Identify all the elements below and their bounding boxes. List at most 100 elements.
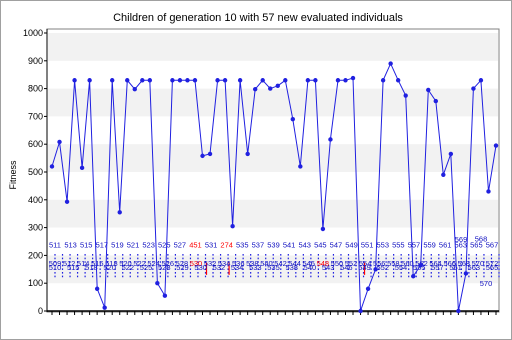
individual-label: 540 (260, 259, 273, 268)
individual-label: 565 (486, 263, 499, 272)
individual-label: 557 (408, 241, 421, 250)
individual-label: 554 (395, 263, 408, 272)
data-point (358, 308, 363, 314)
data-point (388, 61, 393, 66)
data-point (192, 78, 198, 83)
individual-label: 523 (142, 241, 155, 250)
individual-label: 517 (96, 241, 109, 250)
individual-label: 548 (317, 259, 330, 268)
y-tick-label: 700 (28, 111, 43, 121)
individual-label: 510 (49, 263, 62, 272)
individual-label: 513 (64, 241, 77, 250)
data-point (471, 86, 476, 91)
individual-label: 560 (401, 259, 414, 268)
individual-label: 559 (423, 241, 436, 250)
y-tick-label: 500 (28, 167, 43, 177)
individual-label: 568 (475, 235, 488, 244)
data-point (426, 87, 431, 93)
individual-label: 516 (91, 259, 104, 268)
individual-label: 558 (387, 259, 400, 268)
individual-label: 515 (67, 263, 80, 272)
data-point (252, 86, 258, 92)
data-point (132, 86, 137, 92)
grid-band (48, 88, 498, 117)
individual-label: 532 (213, 263, 226, 272)
data-point (185, 78, 190, 83)
individual-label: 534 (218, 259, 231, 268)
data-point (448, 151, 454, 157)
individual-label: 546 (302, 259, 315, 268)
data-point (155, 281, 160, 286)
individual-label: 564 (429, 259, 442, 268)
individual-label: 532 (204, 259, 217, 268)
data-point (411, 274, 416, 279)
individual-label: 561 (439, 241, 452, 250)
individual-label: 570 (480, 279, 493, 288)
data-point (260, 78, 265, 83)
data-point (350, 75, 356, 81)
individual-label: 540 (304, 263, 317, 272)
data-point (87, 78, 92, 83)
data-point (441, 172, 446, 177)
data-point (418, 262, 423, 268)
data-point (170, 78, 175, 83)
individual-label: 547 (330, 241, 343, 250)
individual-label: 534 (231, 263, 244, 272)
individual-label: 529 (176, 263, 189, 272)
data-point (343, 78, 348, 83)
data-point (335, 78, 341, 83)
data-point (102, 305, 107, 310)
data-point (230, 224, 235, 229)
data-point (380, 78, 386, 83)
data-point (49, 164, 55, 169)
individual-label: 522 (133, 259, 146, 268)
individual-label: 538 (246, 259, 259, 268)
data-point (125, 78, 130, 83)
individual-label: 525 (158, 241, 171, 250)
individual-label: 531 (205, 241, 218, 250)
data-point (140, 78, 145, 83)
data-point (147, 78, 153, 83)
individual-label: 549 (345, 241, 358, 250)
individual-label: 530 (190, 259, 203, 268)
data-point (290, 116, 296, 122)
y-tick-label: 200 (28, 250, 43, 260)
individual-label: 528 (158, 263, 171, 272)
individual-label: 525 (140, 263, 153, 272)
individual-label: 550 (331, 259, 344, 268)
data-point (200, 153, 205, 159)
data-point (373, 267, 378, 272)
data-point (72, 78, 77, 83)
data-point (64, 199, 70, 204)
individual-label: 512 (63, 259, 76, 268)
individual-label: 536 (232, 259, 245, 268)
y-tick-label: 1000 (23, 28, 43, 38)
data-point (298, 164, 303, 169)
individual-label: 509 (49, 259, 62, 268)
individual-label: 543 (298, 241, 311, 250)
individual-label: 515 (80, 241, 93, 250)
individual-label: 518 (85, 263, 98, 272)
individual-label: 561 (449, 263, 462, 272)
individual-label: 545 (314, 241, 327, 250)
individual-label: 549 (358, 263, 371, 272)
individual-label: 557 (431, 263, 444, 272)
individual-label: 556 (373, 259, 386, 268)
data-point (486, 189, 491, 194)
y-tick-label: 800 (28, 84, 43, 94)
individual-label: 522 (122, 263, 135, 272)
individual-label: 533 (249, 263, 262, 272)
chart-title: Children of generation 10 with 57 new ev… (113, 12, 403, 24)
individual-label: 543 (322, 263, 335, 272)
individual-label: 535 (267, 263, 280, 272)
individual-label: 570 (472, 259, 485, 268)
data-point (313, 78, 318, 83)
y-tick-label: 900 (28, 56, 43, 66)
y-tick-label: 0 (38, 306, 43, 316)
individual-label: 530 (194, 263, 207, 272)
data-point (215, 78, 220, 83)
individual-label: 538 (285, 263, 298, 272)
individual-label: 552 (376, 263, 389, 272)
data-point (328, 137, 333, 142)
data-point (207, 151, 213, 157)
